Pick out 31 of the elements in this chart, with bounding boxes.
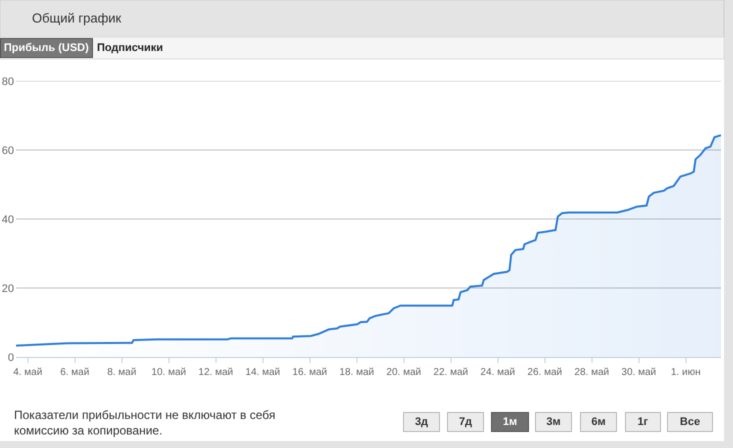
x-tick-label: 28. май xyxy=(574,367,610,378)
x-tick-label: 26. май xyxy=(527,367,562,378)
x-tick-label: 20. май xyxy=(386,367,422,378)
text: 7д xyxy=(458,416,472,428)
y-tick-label: 20 xyxy=(2,282,14,295)
text: 6м xyxy=(591,416,606,428)
x-tick-label: 14. май xyxy=(245,367,280,378)
x-tick-label: 30. май xyxy=(621,367,656,378)
y-tick-label: 40 xyxy=(2,214,14,226)
text: Все xyxy=(680,416,700,428)
text: Подписчики xyxy=(96,42,164,54)
x-tick-label: 24. май xyxy=(480,367,516,378)
x-tick-label: 10. май xyxy=(151,367,186,378)
text: 3м xyxy=(546,416,561,428)
text: Прибыль (USD) xyxy=(4,42,90,54)
x-tick-label: 22. май xyxy=(433,367,468,378)
x-tick-label: 18. май xyxy=(339,367,374,378)
text: Показатели прибыльности не включают в себя комиссию за копирование. xyxy=(14,408,276,438)
x-tick-label: 16. май xyxy=(292,367,328,378)
text: 1г xyxy=(637,416,649,428)
x-tick-label: 12. май xyxy=(198,367,234,378)
x-tick-label: 4. май xyxy=(13,367,42,378)
text: 1м xyxy=(502,416,518,428)
x-tick-label: 6. май xyxy=(60,367,90,378)
chart-title: Общий график xyxy=(32,10,122,26)
y-tick-label: 60 xyxy=(2,144,14,157)
x-tick-label: 1. июн xyxy=(670,367,701,378)
x-tick-label: 8. май xyxy=(107,367,136,378)
text: 3д xyxy=(414,416,428,428)
y-tick-label: 80 xyxy=(2,76,14,88)
y-tick-label: 0 xyxy=(8,352,14,364)
